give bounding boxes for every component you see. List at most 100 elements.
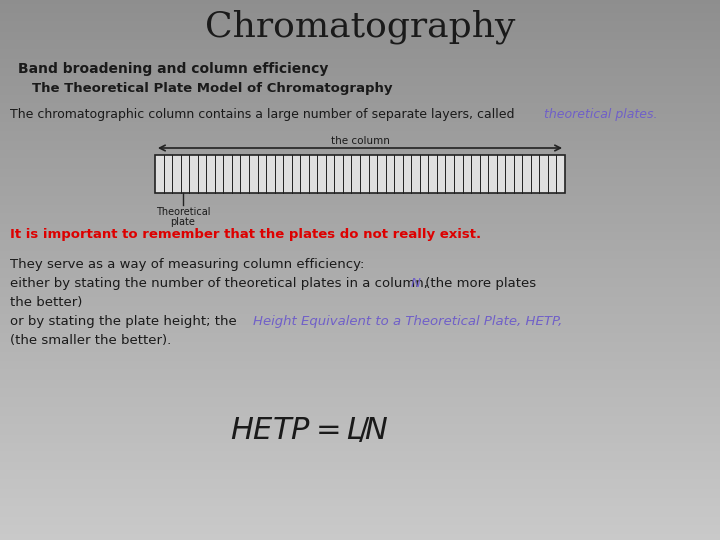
- Bar: [0, 306, 720, 308]
- Bar: [0, 190, 720, 192]
- Text: Chromatography: Chromatography: [204, 10, 516, 44]
- Bar: [0, 308, 720, 310]
- Bar: [0, 156, 720, 158]
- Bar: [0, 86, 720, 89]
- Bar: [0, 477, 720, 479]
- Bar: [0, 338, 720, 340]
- Text: $\mathit{HETP} = \mathit{L\!/\!N}$: $\mathit{HETP} = \mathit{L\!/\!N}$: [230, 415, 388, 446]
- Bar: [0, 414, 720, 416]
- Bar: [0, 95, 720, 97]
- Bar: [0, 103, 720, 105]
- Bar: [0, 441, 720, 443]
- Bar: [0, 289, 720, 291]
- Bar: [0, 485, 720, 487]
- Bar: [0, 78, 720, 80]
- Text: (the more plates: (the more plates: [421, 277, 536, 290]
- Bar: [0, 2, 720, 4]
- Bar: [0, 53, 720, 55]
- Bar: [0, 430, 720, 433]
- Bar: [0, 116, 720, 118]
- Bar: [0, 451, 720, 454]
- Bar: [0, 340, 720, 342]
- Bar: [0, 196, 720, 198]
- Bar: [0, 274, 720, 276]
- Text: The Theoretical Plate Model of Chromatography: The Theoretical Plate Model of Chromatog…: [32, 82, 392, 95]
- Bar: [0, 325, 720, 327]
- Bar: [0, 405, 720, 407]
- Bar: [0, 57, 720, 59]
- Bar: [0, 234, 720, 237]
- Bar: [0, 198, 720, 200]
- Bar: [0, 46, 720, 49]
- Text: or by stating the plate height; the: or by stating the plate height; the: [10, 315, 241, 328]
- Bar: [0, 68, 720, 70]
- Bar: [0, 152, 720, 154]
- Text: The chromatographic column contains a large number of separate layers, called: The chromatographic column contains a la…: [10, 108, 518, 121]
- Bar: [0, 82, 720, 84]
- Bar: [0, 403, 720, 405]
- Bar: [0, 118, 720, 120]
- Bar: [0, 32, 720, 33]
- Bar: [0, 25, 720, 28]
- Bar: [0, 417, 720, 420]
- Bar: [0, 327, 720, 329]
- Bar: [0, 126, 720, 129]
- Bar: [0, 261, 720, 264]
- Bar: [0, 200, 720, 202]
- Bar: [0, 238, 720, 240]
- Bar: [0, 42, 720, 44]
- Bar: [0, 6, 720, 9]
- Bar: [0, 515, 720, 517]
- Bar: [0, 454, 720, 456]
- Bar: [0, 72, 720, 74]
- Bar: [0, 386, 720, 388]
- Bar: [0, 38, 720, 40]
- Bar: [0, 224, 720, 226]
- Bar: [0, 163, 720, 165]
- Bar: [0, 61, 720, 63]
- Bar: [0, 365, 720, 367]
- Bar: [0, 359, 720, 361]
- Bar: [0, 107, 720, 110]
- Text: It is important to remember that the plates do not really exist.: It is important to remember that the pla…: [10, 228, 481, 241]
- Bar: [0, 177, 720, 179]
- Text: the column: the column: [330, 136, 390, 146]
- Bar: [0, 525, 720, 528]
- Bar: [0, 483, 720, 485]
- Bar: [0, 139, 720, 141]
- Bar: [0, 466, 720, 468]
- Bar: [0, 28, 720, 30]
- Bar: [0, 468, 720, 470]
- Bar: [0, 91, 720, 93]
- Bar: [0, 282, 720, 285]
- Bar: [0, 144, 720, 146]
- Bar: [0, 21, 720, 23]
- Bar: [0, 168, 720, 171]
- Bar: [0, 384, 720, 386]
- Bar: [0, 188, 720, 190]
- Bar: [0, 356, 720, 359]
- Bar: [0, 129, 720, 131]
- Bar: [0, 110, 720, 112]
- Bar: [0, 240, 720, 242]
- Bar: [0, 237, 720, 238]
- Bar: [0, 258, 720, 259]
- Bar: [0, 205, 720, 207]
- Bar: [0, 519, 720, 521]
- Bar: [0, 147, 720, 150]
- Bar: [0, 491, 720, 494]
- Text: N: N: [411, 277, 421, 290]
- Bar: [0, 303, 720, 306]
- Bar: [0, 173, 720, 175]
- Bar: [0, 382, 720, 384]
- Bar: [0, 76, 720, 78]
- Bar: [0, 456, 720, 458]
- Bar: [0, 255, 720, 258]
- Bar: [0, 19, 720, 21]
- Bar: [0, 475, 720, 477]
- Bar: [0, 11, 720, 12]
- Bar: [0, 487, 720, 489]
- Bar: [0, 186, 720, 188]
- Bar: [0, 346, 720, 348]
- Bar: [0, 158, 720, 160]
